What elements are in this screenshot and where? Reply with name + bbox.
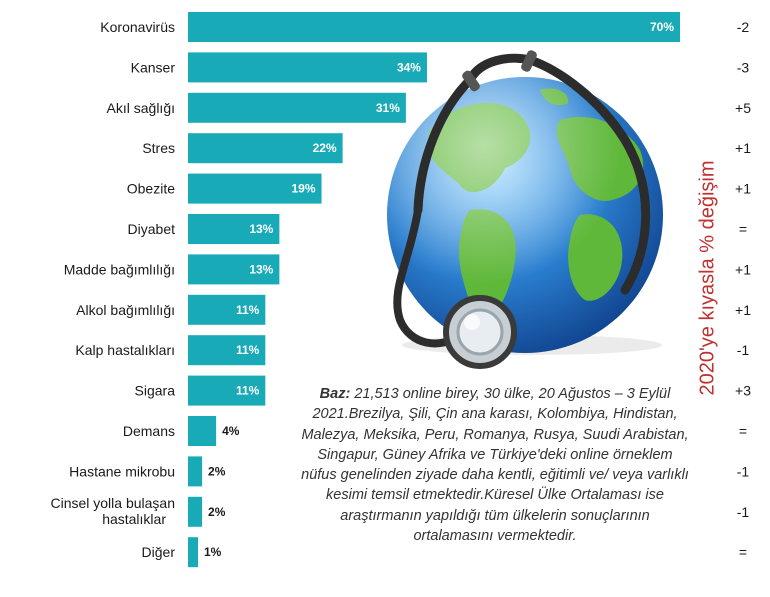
change-label: = bbox=[739, 221, 747, 237]
bar bbox=[188, 416, 217, 446]
category-label: Akıl sağlığı bbox=[107, 100, 175, 116]
bar bbox=[188, 173, 322, 204]
value-labels: 70% 34% 31% 22% 19% 13% 13% 11% 11% 11% 4% 2% 2% 1% bbox=[204, 20, 674, 559]
category-label: Obezite bbox=[127, 181, 175, 197]
change-label: +1 bbox=[735, 302, 751, 318]
change-label: +1 bbox=[735, 181, 751, 197]
category-label: Diyabet bbox=[128, 221, 176, 237]
category-label: Madde bağımlılığı bbox=[64, 261, 175, 277]
category-label: Kalp hastalıkları bbox=[75, 342, 175, 358]
bar bbox=[188, 537, 198, 568]
category-label: Hastane mikrobu bbox=[69, 463, 175, 479]
bar bbox=[188, 456, 203, 487]
category-label: Alkol bağımlılığı bbox=[76, 302, 175, 318]
value-label: 13% bbox=[249, 222, 273, 236]
change-label: -1 bbox=[737, 342, 750, 358]
footnote-text: 21,513 online birey, 30 ülke, 20 Ağustos… bbox=[301, 386, 689, 545]
category-label: Diğer bbox=[142, 544, 176, 560]
bar bbox=[188, 52, 427, 83]
bar-series bbox=[188, 12, 680, 568]
change-label: -3 bbox=[737, 59, 750, 75]
value-label: 34% bbox=[397, 60, 421, 74]
value-label: 2% bbox=[208, 505, 226, 519]
category-label: Stres bbox=[142, 140, 175, 156]
change-label: -1 bbox=[737, 504, 750, 520]
change-axis-title: 2020'ye kıyasla % değişim bbox=[696, 160, 719, 396]
category-label: Koronavirüs bbox=[100, 19, 175, 35]
bar bbox=[188, 335, 266, 366]
bar bbox=[188, 92, 406, 123]
globe-with-stethoscope-icon bbox=[387, 50, 663, 369]
change-label: = bbox=[739, 423, 747, 439]
bar bbox=[188, 133, 343, 164]
value-label: 11% bbox=[236, 303, 260, 317]
value-label: 19% bbox=[292, 182, 316, 196]
category-label: Cinsel yolla bulaşan hastalıklar bbox=[50, 495, 175, 527]
category-labels: Koronavirüs Kanser Akıl sağlığı Stres Obezit… bbox=[50, 19, 175, 560]
bar bbox=[188, 294, 266, 325]
value-label: 22% bbox=[313, 141, 337, 155]
change-label: = bbox=[739, 544, 747, 560]
value-label: 2% bbox=[208, 464, 226, 478]
bar bbox=[188, 214, 280, 244]
value-label: 11% bbox=[236, 384, 260, 398]
change-label: -1 bbox=[737, 463, 750, 479]
category-label: Sigara bbox=[135, 383, 176, 399]
value-label: 1% bbox=[204, 545, 222, 559]
change-label: +1 bbox=[735, 261, 751, 277]
value-label: 31% bbox=[376, 101, 400, 115]
value-label: 70% bbox=[650, 20, 674, 34]
bar bbox=[188, 12, 680, 42]
change-labels: -2 -3 +5 +1 +1 = +1 +1 -1 +3 = -1 -1 = bbox=[735, 19, 751, 560]
bar bbox=[188, 254, 280, 285]
change-label: +3 bbox=[735, 383, 751, 399]
category-label: Kanser bbox=[131, 59, 176, 75]
value-label: 11% bbox=[236, 343, 260, 357]
change-label: +5 bbox=[735, 100, 751, 116]
bar bbox=[188, 375, 266, 406]
value-label: 13% bbox=[249, 262, 273, 276]
change-label: -2 bbox=[737, 19, 750, 35]
category-label: Demans bbox=[123, 423, 175, 439]
change-label: +1 bbox=[735, 140, 751, 156]
bar bbox=[188, 496, 203, 527]
footnote-bold-label: Baz: bbox=[319, 386, 351, 402]
value-label: 4% bbox=[222, 424, 240, 438]
footnote: Baz: 21,513 online birey, 30 ülke, 20 Ağ… bbox=[300, 384, 690, 546]
